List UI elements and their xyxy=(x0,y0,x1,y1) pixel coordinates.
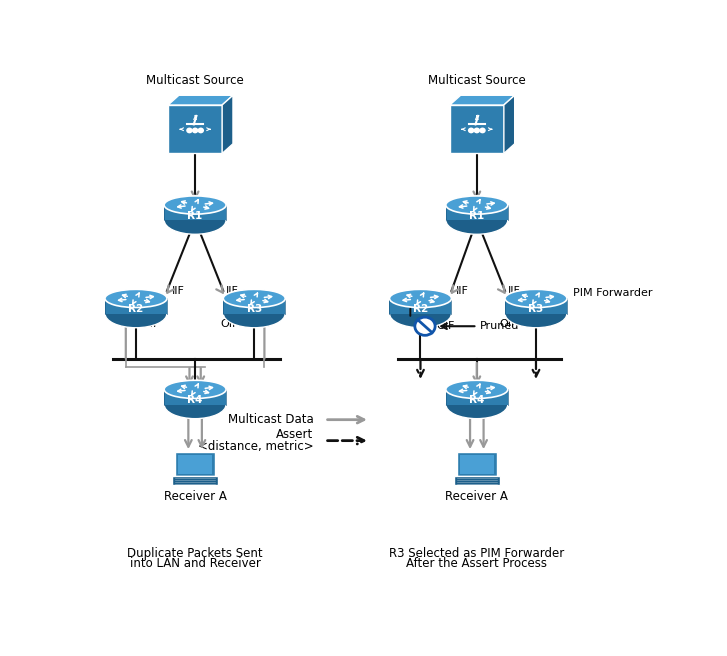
Text: OIF: OIF xyxy=(220,319,239,329)
Circle shape xyxy=(468,127,475,133)
Text: OIF: OIF xyxy=(499,319,518,329)
Polygon shape xyxy=(168,95,233,105)
Text: R1: R1 xyxy=(188,211,203,220)
Text: R4: R4 xyxy=(469,395,484,405)
Text: Pruned: Pruned xyxy=(481,321,520,331)
Circle shape xyxy=(198,127,204,133)
Text: R3: R3 xyxy=(246,304,262,314)
Ellipse shape xyxy=(446,206,508,234)
FancyBboxPatch shape xyxy=(105,298,167,314)
Ellipse shape xyxy=(223,289,285,308)
Polygon shape xyxy=(172,476,218,485)
Text: IIF: IIF xyxy=(508,286,521,296)
Ellipse shape xyxy=(390,299,451,328)
Circle shape xyxy=(192,127,198,133)
Text: After the Assert Process: After the Assert Process xyxy=(406,557,547,569)
Polygon shape xyxy=(222,95,233,154)
Ellipse shape xyxy=(390,289,451,308)
Polygon shape xyxy=(175,452,215,476)
Text: R3 Selected as PIM Forwarder: R3 Selected as PIM Forwarder xyxy=(389,546,564,560)
Text: Multicast Source: Multicast Source xyxy=(146,74,244,87)
Text: IIF: IIF xyxy=(226,286,239,296)
Text: Duplicate Packets Sent: Duplicate Packets Sent xyxy=(127,546,263,560)
Ellipse shape xyxy=(223,299,285,328)
Text: OIF: OIF xyxy=(436,321,454,331)
Text: R3: R3 xyxy=(529,304,544,314)
Polygon shape xyxy=(460,455,494,474)
Polygon shape xyxy=(450,105,504,154)
Text: R2: R2 xyxy=(413,304,428,314)
Polygon shape xyxy=(454,476,500,485)
Text: Multicast Data: Multicast Data xyxy=(228,413,313,426)
Ellipse shape xyxy=(446,380,508,398)
Polygon shape xyxy=(178,455,212,474)
Polygon shape xyxy=(504,95,515,154)
Text: Receiver A: Receiver A xyxy=(164,491,227,503)
Text: PIM Forwarder: PIM Forwarder xyxy=(573,289,652,298)
FancyBboxPatch shape xyxy=(446,205,508,220)
Text: R4: R4 xyxy=(188,395,203,405)
Text: IIF: IIF xyxy=(456,286,469,296)
Text: into LAN and Receiver: into LAN and Receiver xyxy=(129,557,260,569)
Text: Receiver A: Receiver A xyxy=(446,491,508,503)
Text: Multicast Source: Multicast Source xyxy=(428,74,526,87)
Text: R1: R1 xyxy=(469,211,484,220)
FancyBboxPatch shape xyxy=(223,298,285,314)
Circle shape xyxy=(415,317,435,335)
Text: R2: R2 xyxy=(129,304,143,314)
Circle shape xyxy=(479,127,486,133)
Text: Assert: Assert xyxy=(276,428,313,441)
Ellipse shape xyxy=(164,390,226,419)
FancyBboxPatch shape xyxy=(505,298,567,314)
Ellipse shape xyxy=(164,196,226,214)
Ellipse shape xyxy=(164,380,226,398)
FancyBboxPatch shape xyxy=(164,390,226,405)
Polygon shape xyxy=(457,452,497,476)
FancyBboxPatch shape xyxy=(446,390,508,405)
Ellipse shape xyxy=(505,299,567,328)
Ellipse shape xyxy=(446,390,508,419)
Polygon shape xyxy=(168,105,222,154)
Ellipse shape xyxy=(105,289,167,308)
Ellipse shape xyxy=(164,206,226,234)
Ellipse shape xyxy=(105,299,167,328)
Text: IIF: IIF xyxy=(172,286,185,296)
Ellipse shape xyxy=(505,289,567,308)
Circle shape xyxy=(186,127,193,133)
Ellipse shape xyxy=(446,196,508,214)
FancyBboxPatch shape xyxy=(390,298,451,314)
FancyBboxPatch shape xyxy=(164,205,226,220)
Text: OIF: OIF xyxy=(142,319,160,329)
Circle shape xyxy=(473,127,480,133)
Polygon shape xyxy=(450,95,515,105)
Text: <distance, metric>: <distance, metric> xyxy=(198,440,313,453)
